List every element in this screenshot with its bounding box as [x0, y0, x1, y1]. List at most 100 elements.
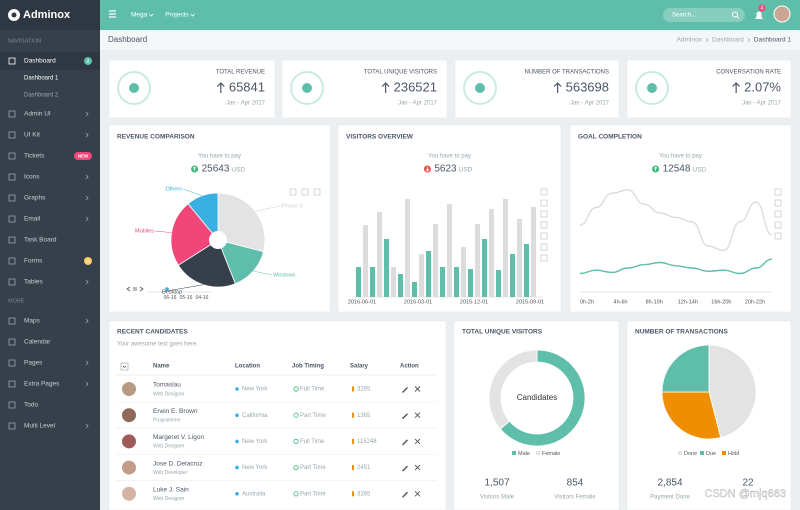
pie-label-line: [253, 270, 273, 276]
candidate-name[interactable]: Erwin E. Brown: [153, 408, 198, 415]
candidate-name[interactable]: Luke J. Sain: [153, 487, 189, 494]
search-placeholder[interactable]: Search...: [672, 13, 696, 19]
edit-action[interactable]: [402, 491, 408, 498]
x-tick-label: 20h-22h: [745, 299, 765, 305]
sidebar-item[interactable]: Multi Level: [24, 423, 56, 430]
stat-value: 563698: [566, 79, 609, 94]
sidebar-item[interactable]: Calendar: [24, 339, 51, 346]
chart-tool[interactable]: [289, 188, 297, 196]
salary: 115248: [357, 439, 377, 445]
delete-action[interactable]: [414, 464, 421, 471]
sidebar-section-title: NAVIGATION: [8, 38, 41, 44]
delete-action[interactable]: [414, 386, 421, 392]
sidebar-item[interactable]: Tickets: [24, 153, 45, 160]
sidebar-item[interactable]: Dashboard: [24, 58, 56, 65]
sidebar-item[interactable]: Maps: [24, 318, 41, 325]
sidebar-item[interactable]: Graphs: [24, 195, 46, 202]
sidebar-subitem[interactable]: Dashboard 1: [24, 76, 59, 82]
sidebar-item[interactable]: Tables: [24, 279, 44, 286]
sidebar-item[interactable]: Email: [24, 216, 41, 223]
stat-icon: [129, 83, 139, 93]
chart-tool[interactable]: [540, 232, 548, 240]
sidebar-item[interactable]: Task Board: [24, 237, 57, 244]
sidebar-item[interactable]: Pages: [24, 360, 43, 367]
salary-icon: [352, 412, 354, 418]
sidebar-item[interactable]: Icons: [24, 174, 40, 181]
menu-icon: [8, 194, 16, 202]
chart-tool[interactable]: [774, 188, 782, 196]
delete-action[interactable]: [414, 490, 421, 497]
time-icon: [293, 438, 299, 444]
chart-tool[interactable]: [540, 254, 548, 262]
sidebar-subitem[interactable]: Dashboard 2: [24, 93, 59, 99]
stat-icon: [302, 83, 312, 93]
chart-tool[interactable]: [540, 210, 548, 218]
candidate-name[interactable]: Margeret V. Ligon: [153, 434, 204, 441]
chart-tool[interactable]: [774, 232, 782, 240]
candidate-role: Web Developer: [153, 470, 188, 476]
candidate-location: New York: [242, 387, 268, 393]
notification-count: 4: [761, 6, 764, 12]
submenu-arrow: [85, 174, 89, 180]
sidebar-item[interactable]: Admin UI: [24, 111, 51, 118]
chart-tool[interactable]: [774, 210, 782, 218]
x-tick-label: 4h-6h: [614, 299, 628, 305]
select-all-checkbox[interactable]: [120, 362, 129, 371]
edit-action[interactable]: [402, 465, 408, 472]
edit-action[interactable]: [402, 387, 408, 393]
donut-center-label: Candidates: [517, 393, 557, 402]
chart-tool[interactable]: [301, 188, 309, 196]
chart-tool[interactable]: [540, 188, 548, 196]
pie-slice: [499, 349, 586, 447]
sidebar-item[interactable]: UI Kit: [24, 132, 40, 139]
candidate-name[interactable]: Tomaslau: [153, 382, 181, 389]
menu-icon: [8, 359, 16, 367]
bell-icon[interactable]: [755, 11, 763, 20]
edit-action[interactable]: [402, 439, 408, 446]
chart-tool[interactable]: [774, 221, 782, 229]
delete-action[interactable]: [414, 438, 421, 445]
chart-tool[interactable]: [774, 199, 782, 207]
time-icon: [293, 491, 299, 497]
stat-icon-ring: [290, 71, 324, 105]
chart-tool[interactable]: [313, 188, 321, 196]
breadcrumb-item: Dashboard 1: [754, 37, 792, 44]
top-menu[interactable]: Mega: [131, 12, 148, 19]
column-header: Name: [153, 364, 170, 370]
sidebar-item[interactable]: Extra Pages: [24, 381, 60, 388]
stat-icon-ring: [635, 71, 669, 105]
edit-action[interactable]: [402, 413, 408, 420]
menu-icon: [8, 236, 16, 244]
breadcrumb-item[interactable]: Adminox: [677, 37, 703, 44]
avatar: [122, 382, 136, 396]
stat-icon: [647, 83, 657, 93]
chart-tool[interactable]: [540, 221, 548, 229]
delete-action[interactable]: [414, 412, 421, 419]
top-menu[interactable]: Projects: [165, 12, 189, 19]
legend-label: Done: [684, 451, 697, 457]
x-tick-label: 12h-14h: [678, 299, 698, 305]
search-box[interactable]: [663, 8, 745, 22]
legend-label: Male: [518, 451, 530, 457]
chart-tool[interactable]: [540, 199, 548, 207]
bar: [475, 224, 480, 297]
stat-label: TOTAL UNIQUE VISITORS: [364, 70, 437, 76]
stat-value: 65841: [229, 79, 265, 94]
badge-text: 2: [87, 58, 90, 63]
location-icon: [235, 492, 239, 496]
sidebar-item[interactable]: Todo: [24, 402, 38, 409]
candidate-name[interactable]: Jose D. Delacruz: [153, 460, 203, 467]
chart-tool[interactable]: [540, 243, 548, 251]
salary-icon: [352, 386, 354, 392]
x-tick-label: 2015-12-01: [460, 299, 488, 305]
user-avatar[interactable]: [773, 5, 791, 23]
submenu-arrow: [85, 318, 89, 324]
breadcrumb-item[interactable]: Dashboard: [712, 37, 744, 44]
badge: [84, 257, 92, 265]
timeline-label: 06-16: [164, 295, 177, 301]
sidebar-item[interactable]: Forms: [24, 258, 43, 265]
salary: 2451: [357, 465, 371, 471]
legend-swatch: [678, 451, 682, 455]
submenu-arrow: [85, 216, 89, 222]
breadcrumb-separator: [705, 37, 709, 43]
